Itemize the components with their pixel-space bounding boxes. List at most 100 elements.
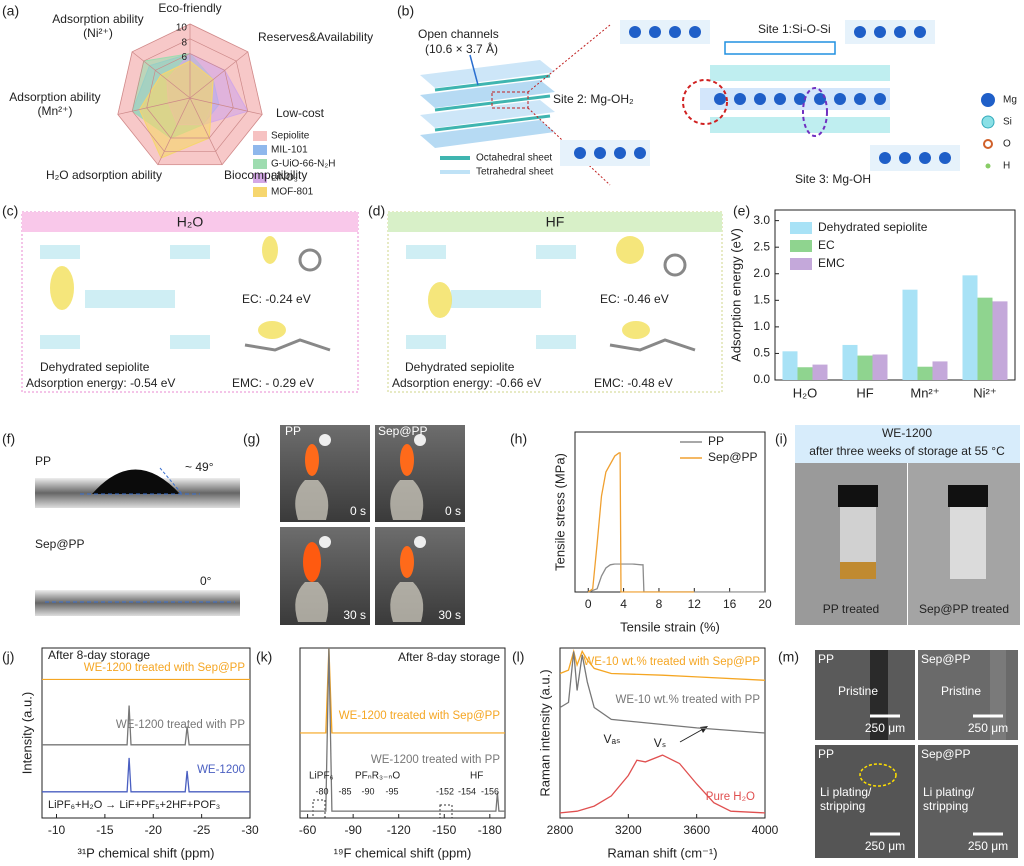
y-tick-label: 0.0 [753,372,770,386]
r-tick-label: 8 [181,37,187,48]
x-tick-label: -120 [387,823,411,837]
y-axis-label: Tensile stress (MPa) [552,453,567,571]
series-line [300,648,505,811]
y-tick-label: 1.5 [753,292,770,306]
bar [872,354,888,380]
panel-label: (f) [2,431,15,447]
annotation: LiPF₆ [309,771,334,782]
annotation: -95 [385,786,398,796]
label-box: Adsorption ability (Mn²⁺) [9,90,101,118]
legend-label: MIL-101 [271,145,308,156]
x-tick-label: 0 [585,597,592,611]
y-axis-label: Adsorption energy (eV) [728,228,743,362]
legend-swatch [253,173,267,183]
series-label: WE-1200 treated with PP [371,754,500,766]
label: 250 μm [968,839,1008,853]
x-tick-label: 4000 [752,823,779,837]
x-tick-label: -25 [193,823,211,837]
x-tick-label: 3600 [683,823,710,837]
label: EMC: - 0.29 eV [232,376,314,390]
x-tick-label: Ni²⁺ [973,385,996,400]
bar [977,297,993,380]
flame-photos [280,425,465,625]
x-tick-label: -180 [478,823,502,837]
label: PP [818,652,834,666]
label: EMC: -0.48 eV [594,376,673,390]
label: PP [285,424,301,438]
plot-frame [41,647,251,819]
label: Adsorption energy: -0.66 eV [392,376,541,390]
x-tick-label: H₂O [793,385,818,400]
panel-label: (j) [2,649,14,665]
label: Li plating/ stripping [820,785,872,813]
y-tick-label: 1.0 [753,319,770,333]
label: 0 s [445,504,461,518]
label: (10.6 × 3.7 Å) [425,41,498,56]
bar [932,361,948,380]
label-box: Li plating/ stripping [820,785,872,813]
axis-label: Adsorption ability (Mn²⁺) [9,90,101,118]
label: Dehydrated sepiolite [40,360,150,374]
legend-swatch [790,258,812,270]
spoke [189,51,249,99]
title-band [388,212,722,232]
axis-label: Low-cost [276,106,325,120]
x-axis-label: ³¹P chemical shift (ppm) [77,845,214,860]
panel-label: (e) [733,203,750,219]
label: Sep@PP [378,424,428,438]
legend-swatch [253,131,267,141]
bar [857,355,873,380]
tangent [159,467,183,495]
panel-label: (l) [512,649,524,665]
annotation: Vₐₛ [604,732,621,746]
label: 30 s [343,608,366,622]
label: Sep@PP treated [919,602,1009,616]
annotation: LiPF₆+H₂O → LiF+PF₅+2HF+POF₃ [48,799,220,811]
panel-label: (c) [2,203,18,219]
legend-label: EC [818,238,835,252]
annotation: -85 [338,786,351,796]
label: Site 3: Mg-OH [795,172,871,186]
atom-name: Si [1003,117,1012,128]
series-line [560,651,765,733]
label: Octahedral sheet [476,153,552,164]
x-tick-label: 8 [656,597,663,611]
y-tick-label: 3.0 [753,213,770,227]
title-band [22,212,358,232]
panel-label: (a) [2,3,19,19]
label: Dehydrated sepiolite [405,360,515,374]
x-axis-label: ¹⁹F chemical shift (ppm) [334,845,472,860]
y-axis-label: Intensity (a.u.) [19,692,34,774]
label: Sep@PP [921,652,971,666]
inset-box [312,799,326,819]
y-axis-label: Raman intensity (a.u.) [537,669,552,796]
label: ~ 49° [185,460,214,474]
label-box: Low-cost [276,106,325,120]
label-box: Eco-friendly [158,1,221,15]
y-tick-label: 2.5 [753,239,770,253]
legend-label: Dehydrated sepiolite [818,220,928,234]
x-tick-label: 20 [758,597,772,611]
legend-swatch [790,240,812,252]
arrow-head [700,726,708,733]
crystal-structure [560,20,960,171]
legend-label: EMC [818,256,845,270]
x-tick-label: 16 [723,597,737,611]
panel-title: H₂O [177,214,204,230]
series-label: WE-1200 treated with Sep@PP [84,662,246,674]
channel-diagram [420,24,611,186]
label: 0° [200,574,212,588]
label: Sep@PP [921,747,971,761]
panel-label: (m) [778,649,799,665]
annotation: -156 [481,786,499,796]
series-line [42,758,250,792]
vial-photos [795,463,1020,625]
panel-title: HF [546,214,565,230]
spoke [189,97,263,115]
label-box: Adsorption ability (Ni²⁺) [52,12,143,40]
label: after three weeks of storage at 55 °C [809,444,1005,458]
series-label: WE-10 wt.% treated with PP [616,694,761,706]
legend-label: Sep@PP [708,450,758,464]
annotation: -80 [315,786,328,796]
